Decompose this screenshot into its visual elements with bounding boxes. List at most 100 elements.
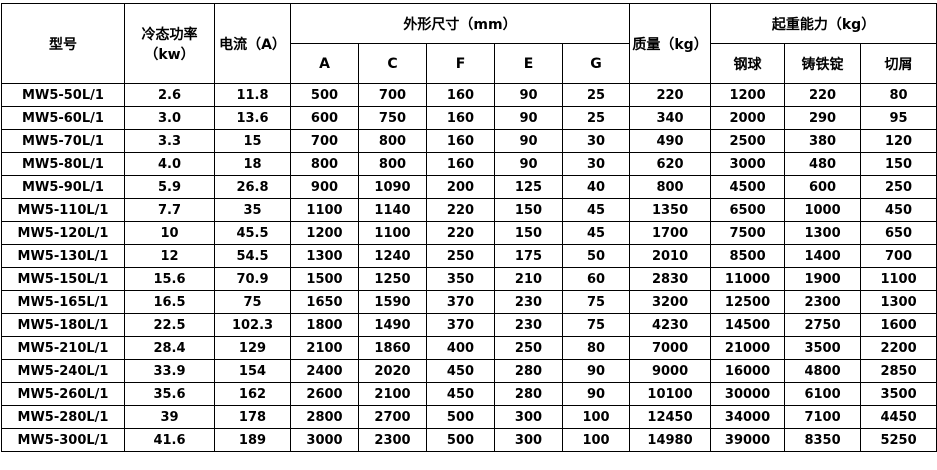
table-cell: 380 [784, 129, 862, 153]
table-cell: 800 [629, 175, 712, 199]
table-cell: 160 [426, 83, 495, 107]
table-cell: 250 [860, 175, 937, 199]
table-cell: 350 [426, 267, 495, 291]
table-cell: 39000 [710, 428, 786, 452]
table-cell: 1860 [358, 336, 427, 360]
table-row: MW5-90L/1 5.9 26.8 900 1090 200 125 40 800 4500 60… [1, 175, 937, 199]
table-cell: MW5-60L/1 [1, 106, 125, 130]
table-cell: 16000 [710, 359, 786, 383]
table-cell: MW5-280L/1 [1, 405, 125, 429]
table-cell: 290 [784, 106, 862, 130]
table-cell: 80 [860, 83, 937, 107]
table-cell: 1100 [290, 198, 359, 222]
table-cell: 2100 [358, 382, 427, 406]
table-cell: 11.8 [214, 83, 291, 107]
table-cell: 90 [561, 359, 631, 383]
table-cell: 280 [494, 382, 563, 406]
table-cell: 1300 [784, 221, 862, 245]
table-cell: 5250 [860, 428, 937, 452]
table-cell: 1600 [860, 313, 937, 337]
header-cell: 起重能力（kg） [710, 3, 937, 44]
table-cell: 1100 [358, 221, 427, 245]
table-cell: 1250 [358, 267, 427, 291]
table-cell: 280 [494, 359, 563, 383]
table-cell: 54.5 [214, 244, 291, 268]
table-cell: 95 [860, 106, 937, 130]
table-cell: 1800 [290, 313, 359, 337]
table-cell: 500 [426, 428, 495, 452]
table-cell: 12500 [710, 290, 786, 314]
table-cell: 600 [784, 175, 862, 199]
header-cell: F [426, 43, 495, 84]
table-cell: 150 [860, 152, 937, 176]
table-cell: 2830 [629, 267, 712, 291]
table-cell: 700 [358, 83, 427, 107]
table-cell: 12450 [629, 405, 712, 429]
table-cell: 90 [561, 382, 631, 406]
table-cell: 650 [860, 221, 937, 245]
table-cell: 400 [426, 336, 495, 360]
table-cell: 1300 [860, 290, 937, 314]
table-cell: 80 [561, 336, 631, 360]
table-cell: 7.7 [124, 198, 215, 222]
table-cell: 129 [214, 336, 291, 360]
table-cell: 4450 [860, 405, 937, 429]
table-cell: 700 [860, 244, 937, 268]
table-cell: 8350 [784, 428, 862, 452]
table-cell: 25 [561, 83, 631, 107]
table-cell: 34000 [710, 405, 786, 429]
header-cell: A [290, 43, 359, 84]
table-cell: 450 [860, 198, 937, 222]
table-cell: 250 [426, 244, 495, 268]
table-cell: 3500 [860, 382, 937, 406]
table-cell: 5.9 [124, 175, 215, 199]
table-cell: 2010 [629, 244, 712, 268]
table-cell: 1500 [290, 267, 359, 291]
table-row: MW5-210L/1 28.4 129 2100 1860 400 250 80 7000 210… [1, 336, 937, 360]
table-cell: 75 [561, 290, 631, 314]
table-cell: 14980 [629, 428, 712, 452]
table-cell: 1200 [710, 83, 786, 107]
table-cell: MW5-240L/1 [1, 359, 125, 383]
table-cell: 3000 [290, 428, 359, 452]
table-cell: 800 [290, 152, 359, 176]
table-cell: 15.6 [124, 267, 215, 291]
header-line: （kw） [144, 46, 195, 63]
table-cell: 1900 [784, 267, 862, 291]
table-cell: MW5-70L/1 [1, 129, 125, 153]
table-cell: 1100 [860, 267, 937, 291]
header-cell: 切屑 [860, 43, 937, 84]
table-cell: 230 [494, 290, 563, 314]
table-cell: 150 [494, 198, 563, 222]
table-cell: 2300 [358, 428, 427, 452]
table-cell: 102.3 [214, 313, 291, 337]
table-cell: 28.4 [124, 336, 215, 360]
table-cell: 4230 [629, 313, 712, 337]
table-row: MW5-70L/1 3.3 15 700 800 160 90 30 490 2500 380 120 [1, 129, 937, 153]
table-cell: 45.5 [214, 221, 291, 245]
table-cell: 15 [214, 129, 291, 153]
table-cell: MW5-120L/1 [1, 221, 125, 245]
table-cell: 2300 [784, 290, 862, 314]
table-cell: 10100 [629, 382, 712, 406]
table-cell: 2500 [710, 129, 786, 153]
table-cell: 800 [358, 129, 427, 153]
table-cell: 3500 [784, 336, 862, 360]
table-cell: 90 [494, 106, 563, 130]
table-row: MW5-150L/1 15.6 70.9 1500 1250 350 210 60 2830 11… [1, 267, 937, 291]
table-cell: 3000 [710, 152, 786, 176]
table-cell: 300 [494, 428, 563, 452]
table-cell: 500 [290, 83, 359, 107]
table-cell: 154 [214, 359, 291, 383]
table-cell: 60 [561, 267, 631, 291]
table-cell: 41.6 [124, 428, 215, 452]
table-cell: 9000 [629, 359, 712, 383]
table-cell: 18 [214, 152, 291, 176]
table-row: MW5-280L/1 39 178 2800 2700 500 300 100 12450 340… [1, 405, 937, 429]
table-row: MW5-180L/1 22.5 102.3 1800 1490 370 230 75 4230 1… [1, 313, 937, 337]
table-cell: 250 [494, 336, 563, 360]
table-cell: 2600 [290, 382, 359, 406]
table-cell: 22.5 [124, 313, 215, 337]
table-cell: MW5-150L/1 [1, 267, 125, 291]
table-row: MW5-110L/1 7.7 35 1100 1140 220 150 45 1350 6500 1… [1, 198, 937, 222]
